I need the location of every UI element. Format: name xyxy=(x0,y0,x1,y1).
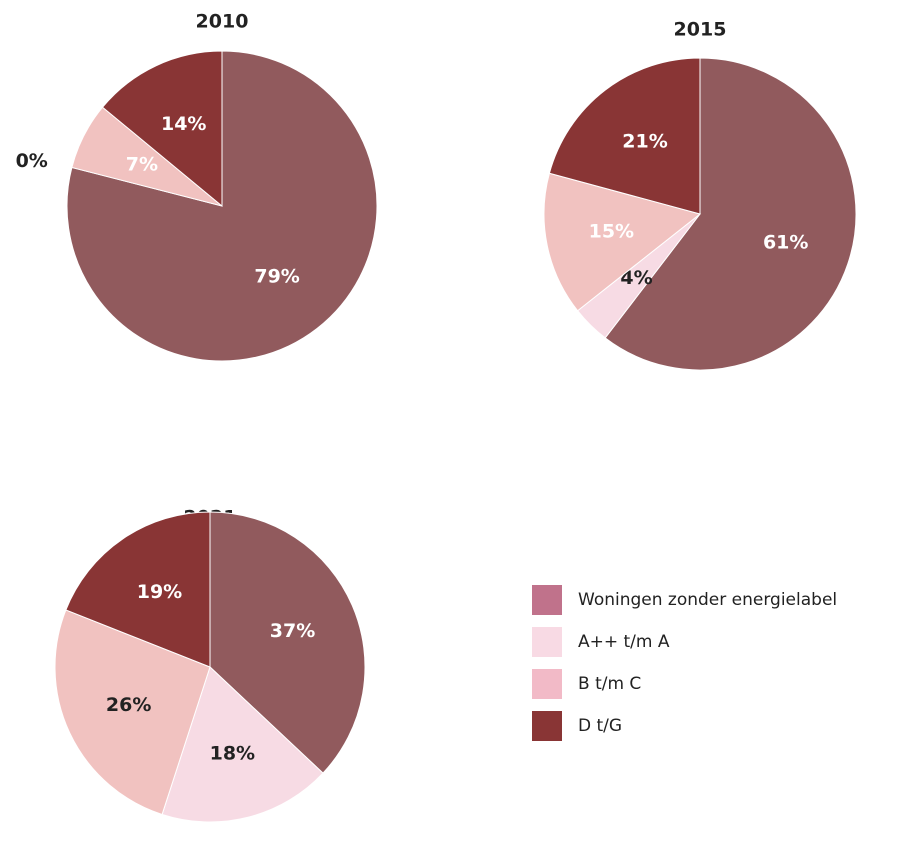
slice-label: 14% xyxy=(161,113,206,135)
legend-label: A++ t/m A xyxy=(578,632,670,652)
legend-label: B t/m C xyxy=(578,674,641,694)
pie-slice xyxy=(54,609,211,816)
pie-slice xyxy=(66,50,378,362)
slice-label: 21% xyxy=(622,131,667,153)
slice-label: 61% xyxy=(763,232,808,254)
pie-slice xyxy=(101,50,223,208)
slice-label: 15% xyxy=(589,221,634,243)
legend-swatch xyxy=(532,711,562,741)
slice-label: 79% xyxy=(254,266,299,288)
pie-slice xyxy=(209,511,366,774)
slice-label: 18% xyxy=(210,743,255,765)
pie-slice xyxy=(161,666,324,823)
pie-slice xyxy=(65,511,211,668)
pie-slice xyxy=(604,57,857,371)
legend-label: Woningen zonder energielabel xyxy=(578,590,837,610)
slice-label: 7% xyxy=(126,154,158,176)
slice-label: 0% xyxy=(16,150,48,172)
pie-title: 2015 xyxy=(674,19,727,41)
slice-label: 26% xyxy=(106,694,151,716)
legend-swatch xyxy=(532,669,562,699)
slice-label: 19% xyxy=(137,581,182,603)
pie-slice xyxy=(543,172,702,312)
pie-title: 2010 xyxy=(196,11,249,33)
legend-label: D t/G xyxy=(578,716,622,736)
slice-label: 4% xyxy=(620,267,652,289)
slice-label: 37% xyxy=(270,620,315,642)
legend-swatch xyxy=(532,627,562,657)
pie-slice xyxy=(548,57,701,215)
legend-swatch xyxy=(532,585,562,615)
